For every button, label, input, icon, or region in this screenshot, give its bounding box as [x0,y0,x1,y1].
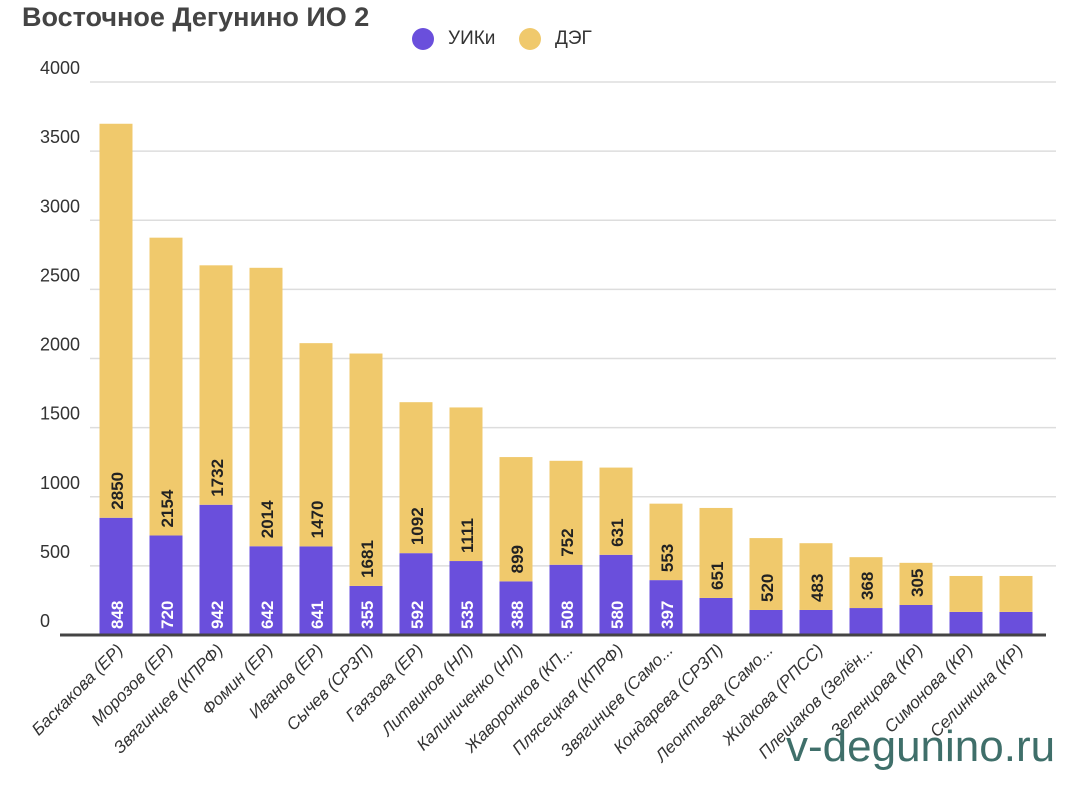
bar-uiks [199,504,233,635]
data-label: 631 [608,518,627,546]
data-label: 1092 [408,507,427,545]
data-label: 388 [508,601,527,629]
bar-deg [349,353,383,586]
bar-uiks [399,553,433,635]
data-label: 368 [858,572,877,600]
bar-deg [299,343,333,547]
data-label: 1681 [358,540,377,578]
data-label: 397 [658,601,677,629]
legend-item-uiks[interactable]: УИКи [412,28,495,50]
bar-deg [699,507,733,598]
legend-item-deg[interactable]: ДЭГ [519,28,592,50]
bar-uiks [699,597,733,635]
bar-deg [499,457,533,582]
bar-deg [799,543,833,610]
y-tick-label: 4000 [40,58,80,78]
watermark: v-degunino.ru [786,722,1056,771]
legend-swatch-icon [412,28,434,50]
data-label: 1732 [208,459,227,497]
bar-deg [249,267,283,547]
data-label: 720 [158,601,177,629]
bar-deg [549,460,583,565]
x-tick-label: Сычев (СРЗП) [283,640,377,734]
data-label: 848 [108,601,127,629]
bar-uiks [899,604,933,635]
bar-uiks [349,585,383,635]
data-label: 355 [358,601,377,629]
data-label: 508 [558,601,577,629]
data-label: 305 [908,569,927,597]
bar-deg [849,557,883,609]
data-label: 483 [808,574,827,602]
data-label: 592 [408,601,427,629]
y-tick-label: 2500 [40,265,80,285]
data-label: 535 [458,601,477,629]
x-tick-label: Баскакова (ЕР) [28,640,127,739]
data-label: 641 [308,601,327,629]
bar-uiks [299,546,333,635]
data-label: 553 [658,544,677,572]
bar-deg [399,402,433,554]
data-label: 642 [258,601,277,629]
y-tick-label: 3000 [40,196,80,216]
data-label: 580 [608,601,627,629]
x-tick-label: Литвинов (НЛ) [377,640,477,740]
data-label: 1470 [308,501,327,539]
bar-deg [649,503,683,581]
y-tick-label: 0 [40,611,50,631]
bar-uiks [799,609,833,635]
data-label: 2014 [258,500,277,538]
bar-uiks [849,608,883,635]
y-tick-label: 1500 [40,404,80,424]
data-label: 752 [558,528,577,556]
bar-uiks [999,611,1033,635]
bar-uiks [949,611,983,635]
legend-label: УИКи [448,28,496,49]
y-tick-label: 500 [40,542,70,562]
bar-deg [899,562,933,605]
data-label: 2154 [158,489,177,527]
bar-deg [599,467,633,555]
bar-uiks [549,564,583,635]
data-label: 899 [508,545,527,573]
bar-uiks [499,581,533,635]
bar-deg [449,407,483,562]
data-label: 942 [208,601,227,629]
bar-deg [99,123,133,518]
bar-uiks [599,554,633,635]
data-label: 520 [758,574,777,602]
data-label: 1111 [458,518,477,553]
bar-deg [749,538,783,610]
bar-uiks [649,580,683,635]
bar-deg [149,237,183,536]
bar-uiks [249,546,283,635]
bar-uiks [149,535,183,635]
data-label: 651 [708,562,727,590]
legend-swatch-icon [519,28,541,50]
bar-uiks [449,561,483,635]
bar-deg [949,575,983,612]
bar-uiks [749,609,783,635]
y-tick-label: 2000 [40,335,80,355]
data-label: 2850 [108,472,127,510]
legend-label: ДЭГ [555,28,592,49]
bar-uiks [99,517,133,635]
bar-deg [199,265,233,505]
chart-title: Восточное Дегунино ИО 2 [22,2,370,32]
bar-deg [999,575,1033,612]
y-tick-label: 1000 [40,473,80,493]
y-tick-label: 3500 [40,127,80,147]
